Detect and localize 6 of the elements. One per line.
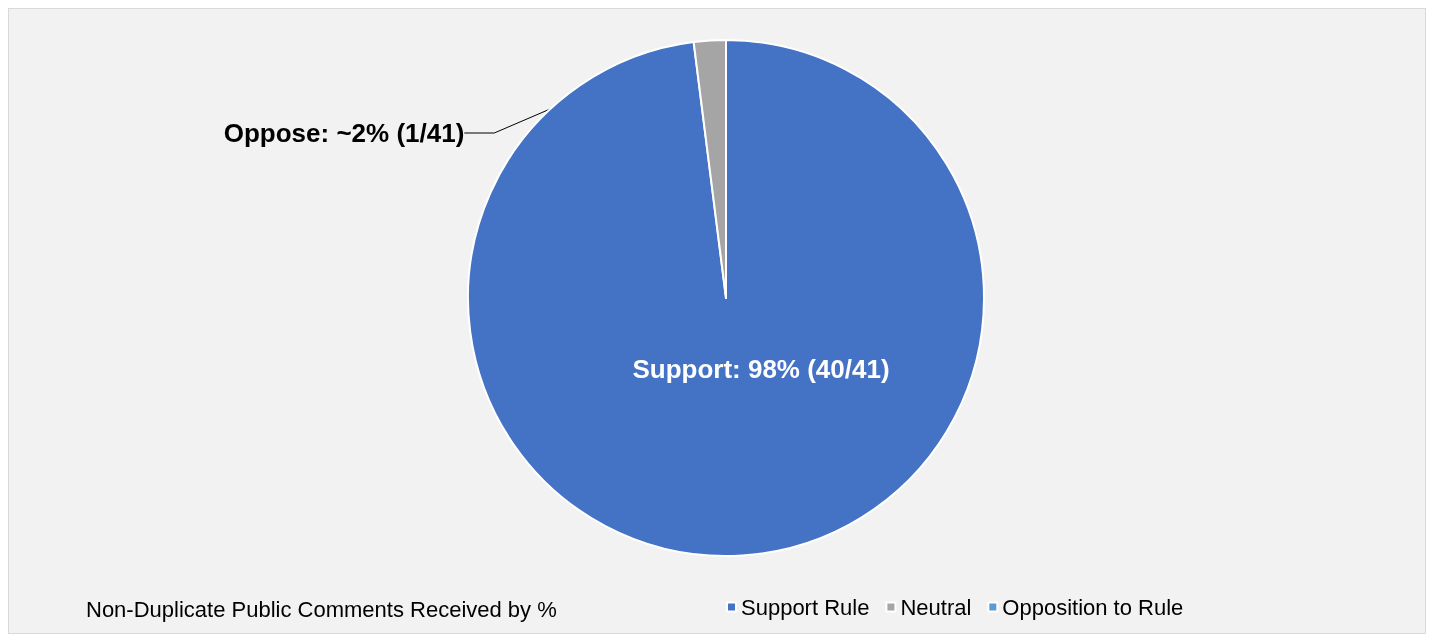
data-label: Oppose: ~2% (1/41) xyxy=(223,118,465,148)
legend-title: Non-Duplicate Public Comments Received by % xyxy=(86,596,557,622)
legend-label: Neutral xyxy=(900,594,972,620)
data-label: Support: 98% (40/41) xyxy=(632,354,890,384)
legend-label: Support Rule xyxy=(741,594,870,620)
legend-label: Opposition to Rule xyxy=(1002,594,1184,620)
